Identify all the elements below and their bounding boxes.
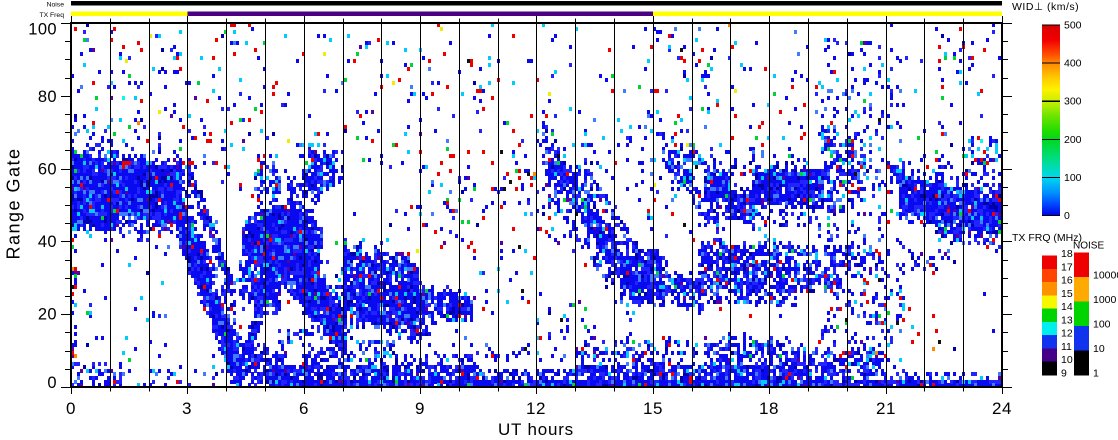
svg-text:14: 14 (1061, 301, 1073, 313)
svg-text:3: 3 (182, 399, 192, 418)
svg-text:11: 11 (1061, 341, 1072, 353)
svg-text:0: 0 (1064, 210, 1070, 222)
svg-text:UT hours: UT hours (498, 420, 574, 435)
svg-text:NOISE: NOISE (1073, 241, 1104, 252)
svg-text:0: 0 (47, 374, 57, 392)
svg-text:500: 500 (1064, 20, 1082, 32)
svg-text:12: 12 (526, 399, 546, 418)
svg-text:300: 300 (1064, 96, 1082, 108)
svg-text:100: 100 (1064, 172, 1082, 184)
svg-text:21: 21 (876, 399, 896, 418)
svg-text:9: 9 (1061, 368, 1067, 380)
svg-text:TX FRQ (MHz): TX FRQ (MHz) (1012, 232, 1082, 244)
svg-text:13: 13 (1061, 314, 1073, 326)
svg-text:12: 12 (1061, 328, 1073, 340)
svg-text:15: 15 (1061, 288, 1073, 300)
svg-text:100: 100 (1093, 319, 1111, 331)
svg-text:18: 18 (759, 399, 779, 418)
svg-text:10: 10 (1061, 354, 1073, 366)
svg-text:Noise: Noise (47, 2, 65, 9)
svg-text:80: 80 (38, 88, 57, 106)
svg-text:10: 10 (1093, 343, 1105, 355)
svg-text:TX Freq: TX Freq (39, 12, 64, 19)
svg-text:15: 15 (643, 399, 663, 418)
svg-text:16: 16 (1061, 275, 1073, 287)
svg-text:1: 1 (1093, 368, 1099, 380)
svg-text:9: 9 (415, 399, 425, 418)
svg-text:6: 6 (299, 399, 309, 418)
svg-text:100: 100 (28, 21, 57, 39)
svg-text:60: 60 (38, 160, 57, 178)
svg-text:Range Gate: Range Gate (4, 147, 24, 259)
svg-text:40: 40 (38, 233, 57, 251)
svg-text:24: 24 (992, 399, 1012, 418)
svg-text:17: 17 (1061, 261, 1073, 273)
svg-text:18: 18 (1061, 248, 1073, 260)
svg-text:10000: 10000 (1093, 270, 1118, 282)
svg-text:0: 0 (66, 399, 76, 418)
svg-text:200: 200 (1064, 134, 1082, 146)
svg-text:WID⊥ (km/s): WID⊥ (km/s) (1012, 1, 1079, 13)
svg-text:1000: 1000 (1093, 294, 1117, 306)
svg-text:400: 400 (1064, 58, 1082, 70)
svg-text:20: 20 (38, 306, 57, 324)
